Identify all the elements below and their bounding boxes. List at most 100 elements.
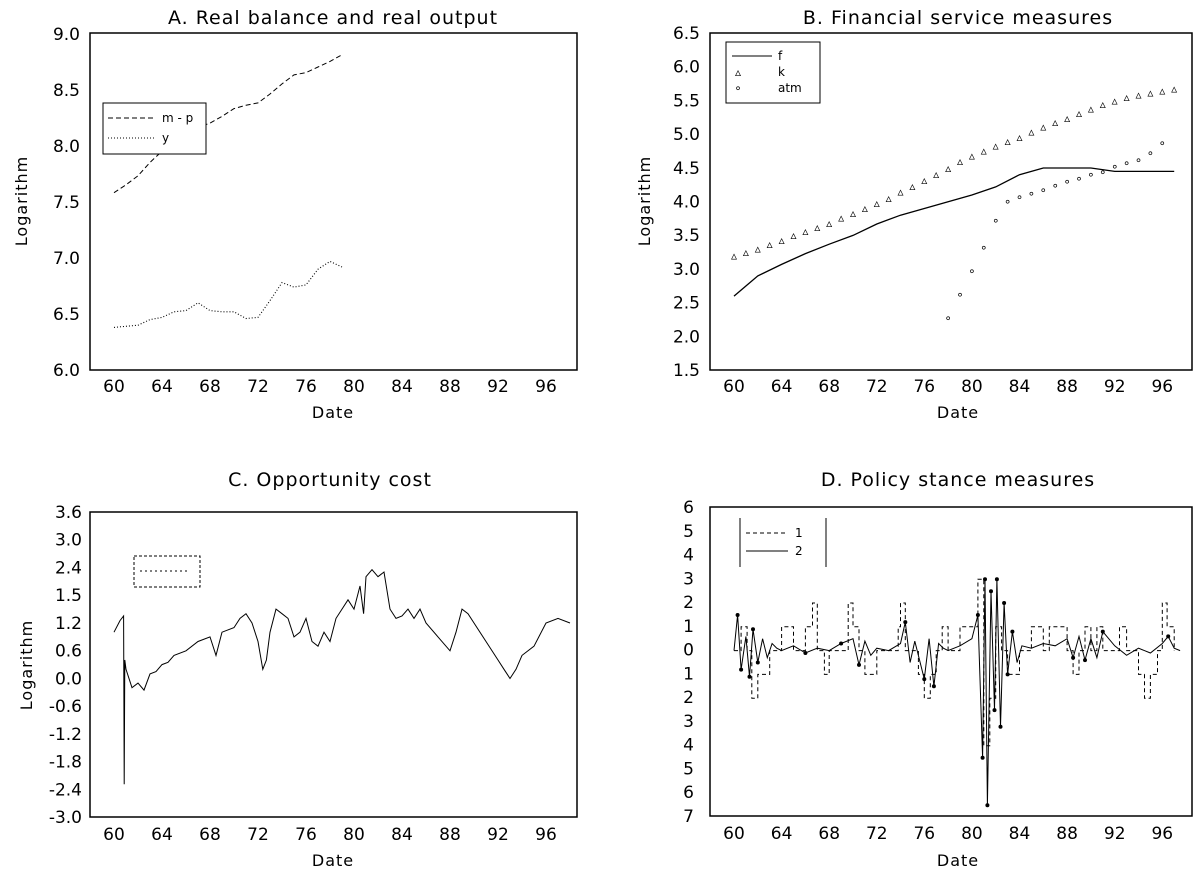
panel-d-series-2-line	[733, 579, 1181, 806]
panel-b-atm-marker: ∘	[1147, 146, 1155, 160]
panel-d-series-2-point	[980, 755, 985, 760]
panel-c-x-tick-label: 64	[151, 825, 173, 845]
panel-b-k-marker: ▵	[1076, 106, 1082, 120]
panel-c-y-tick-label: -0.6	[49, 697, 82, 717]
panel-d-series-2-point	[857, 662, 861, 667]
panel-d-series-2-point	[739, 667, 744, 672]
panel-b-atm-marker: ∘	[1004, 195, 1012, 209]
panel-b-k-marker: ▵	[743, 245, 749, 259]
panel-c-x-tick-label: 68	[199, 825, 221, 845]
panel-c-x-tick-label: 72	[247, 825, 269, 845]
panel-d-series-2-point	[903, 620, 908, 625]
panel-b-k-marker: ▵	[886, 191, 892, 205]
panel-a-legend-box	[102, 102, 207, 155]
panel-b-y-axis-label: Logarithm	[635, 156, 654, 246]
panel-a-x-tick-label: 76	[295, 377, 317, 397]
panel-c-y-tick-label: -3.0	[49, 808, 82, 828]
panel-b-k-marker: ▵	[909, 179, 915, 193]
panel-d-y-tick-label: 0	[683, 641, 694, 661]
panel-d-y-tick-label: 2	[683, 688, 694, 708]
panel-b-y-tick-label: 6.5	[673, 24, 700, 44]
panel-b-k-marker: ▵	[1005, 134, 1011, 148]
panel-b-k-marker: ▵	[1028, 124, 1034, 138]
panel-a-x-tick-label: 64	[151, 377, 173, 397]
panel-d-series-2-point	[983, 577, 987, 582]
panel-d-series-2-point	[975, 613, 980, 617]
panel-d-x-tick-label: 60	[723, 824, 745, 844]
panel-b-k-marker: ▵	[826, 216, 832, 230]
panel-d-series-2-point	[1010, 629, 1015, 634]
panel-a-y-tick-label: 9.0	[53, 25, 80, 45]
panel-c-series-line	[113, 568, 571, 785]
panel-b-atm-marker: ∘	[1075, 172, 1083, 186]
panel-c-y-tick-label: 1.5	[55, 586, 82, 606]
panel-c-x-tick-labels: 60 64 68 72 76 80 84 88 92 96	[103, 825, 557, 845]
panel-a-series-y-line	[113, 260, 343, 328]
panel-c-x-tick-label: 96	[535, 825, 557, 845]
panel-d-y-tick-label: 3	[683, 712, 694, 732]
panel-b-atm-marker: ∘	[1099, 165, 1107, 179]
panel-d-series-2-point	[922, 677, 927, 682]
panel-b-atm-marker: ∘	[968, 264, 976, 278]
panel-d-x-tick-label: 68	[818, 824, 840, 844]
panel-d-x-tick-labels: 60 64 68 72 76 80 84 88 92 96	[723, 824, 1173, 844]
panel-a-y-tick-label: 8.0	[53, 137, 80, 157]
panel-d-series-2-markers	[735, 577, 1171, 808]
panel-b-y-tick-labels: 1.5 2.0 2.5 3.0 3.5 4.0 4.5 5.0 5.5 6.0 …	[673, 24, 700, 381]
panel-a-x-tick-labels: 60 64 68 72 76 80 84 88 92 96	[103, 377, 557, 397]
panel-d-series-2-point	[1100, 629, 1105, 634]
panel-d-x-tick-label: 76	[913, 824, 935, 844]
panel-c-legend	[133, 555, 201, 588]
panel-b-k-marker: ▵	[790, 228, 796, 242]
panel-b-atm-marker: ∘	[1111, 160, 1119, 174]
panel-b-legend-label: atm	[778, 81, 802, 95]
panel-b-x-tick-label: 96	[1151, 377, 1173, 397]
panel-a-x-tick-label: 88	[439, 377, 461, 397]
panel-c-y-tick-label: -1.8	[49, 753, 82, 773]
panel-d-x-tick-label: 84	[1009, 824, 1031, 844]
panel-b-atm-marker: ∘	[956, 288, 964, 302]
panel-b-x-tick-label: 72	[866, 377, 888, 397]
panel-a-y-tick-label: 6.0	[53, 361, 80, 381]
panel-b-k-marker: ▵	[1064, 111, 1070, 125]
panel-b-atm-marker: ∘	[1135, 153, 1143, 167]
panel-c-x-tick-label: 84	[391, 825, 413, 845]
panel-b-y-tick-label: 5.0	[673, 125, 700, 145]
panel-b-atm-marker: ∘	[1028, 187, 1036, 201]
panel-d-series-2-point	[1166, 634, 1171, 639]
panel-d-series-2-point	[1002, 601, 1007, 605]
panel-b-atm-marker: ∘	[1063, 174, 1071, 188]
panel-c-y-tick-label: 0.0	[55, 669, 82, 689]
panel-d-series-2-point	[931, 684, 936, 689]
panel-b-y-tick-label: 2.0	[673, 327, 700, 347]
panel-b-atm-marker: ∘	[944, 311, 952, 325]
panel-a-x-tick-label: 84	[391, 377, 413, 397]
panel-d-y-tick-label: 3	[683, 569, 694, 589]
panel-d-plot-frame	[709, 506, 1193, 817]
panel-b-k-marker: ▵	[731, 248, 737, 262]
panel-c-x-tick-label: 80	[343, 825, 365, 845]
panel-d-y-tick-label: 4	[683, 546, 694, 566]
panel-d-y-tick-label: 6	[683, 498, 694, 518]
panel-d-series-2-point	[755, 660, 760, 665]
panel-d-x-tick-label: 96	[1151, 824, 1173, 844]
panel-c-title: C. Opportunity cost	[228, 469, 432, 491]
panel-b-x-tick-label: 80	[961, 377, 983, 397]
panel-a-y-tick-label: 7.5	[53, 193, 80, 213]
panel-d-y-tick-label: 6	[683, 783, 694, 803]
panel-a-series-m-p-line	[113, 54, 343, 194]
panel-d-series-2-point	[751, 627, 755, 632]
panel-b-legend-swatch: ∘	[734, 81, 742, 95]
panel-c-x-tick-label: 76	[295, 825, 317, 845]
panel-b-plot-frame	[709, 32, 1193, 371]
panel-d-y-tick-label: 7	[683, 807, 694, 827]
panel-d-y-tick-label: 5	[683, 522, 694, 542]
panel-a-legend: m - p y	[102, 102, 207, 155]
panel-d-series-2-point	[747, 674, 752, 679]
panel-d-x-tick-label: 72	[866, 824, 888, 844]
panel-c-y-tick-labels: -3.0 -2.4 -1.8 -1.2 -0.6 0.0 0.6 1.2 1.5…	[49, 503, 82, 828]
panel-b-k-marker: ▵	[1040, 120, 1046, 134]
panel-d-series-2-point	[985, 803, 990, 808]
panel-c-y-tick-label: -2.4	[49, 780, 82, 800]
